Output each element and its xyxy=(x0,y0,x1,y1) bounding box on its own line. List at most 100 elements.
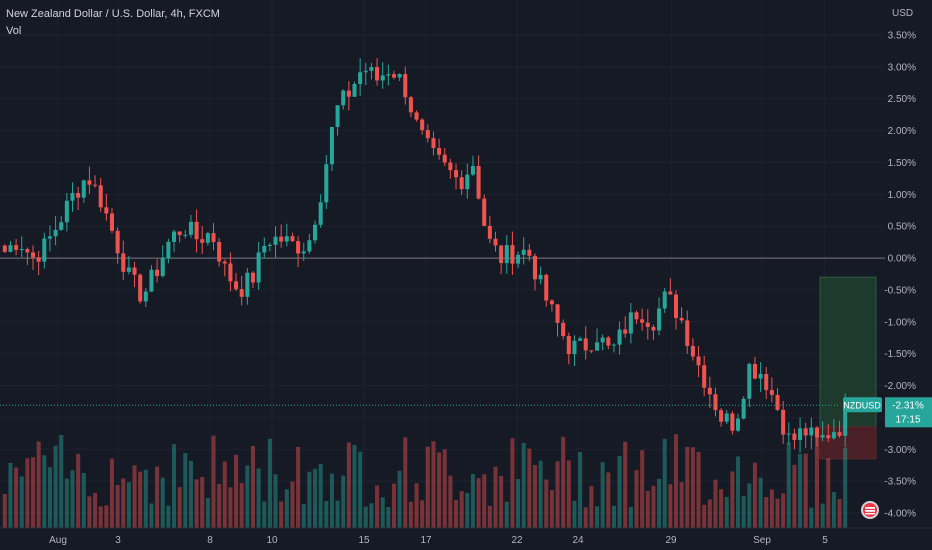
candle-body[interactable] xyxy=(386,74,391,76)
candle-body[interactable] xyxy=(454,170,459,178)
candle-body[interactable] xyxy=(143,291,148,302)
candle-body[interactable] xyxy=(544,274,549,301)
candle-body[interactable] xyxy=(814,427,819,438)
candle-body[interactable] xyxy=(296,241,301,254)
candle-body[interactable] xyxy=(431,138,436,149)
candle-body[interactable] xyxy=(194,221,199,240)
candle-body[interactable] xyxy=(566,336,571,355)
candle-body[interactable] xyxy=(290,236,295,242)
time-scale-bg[interactable] xyxy=(0,528,932,550)
candle-body[interactable] xyxy=(781,409,786,435)
candle-body[interactable] xyxy=(126,267,131,272)
candle-body[interactable] xyxy=(188,221,193,235)
candle-body[interactable] xyxy=(200,239,205,243)
candle-body[interactable] xyxy=(2,245,7,252)
candle-body[interactable] xyxy=(245,272,250,297)
candle-body[interactable] xyxy=(820,435,825,438)
candle-body[interactable] xyxy=(352,83,357,97)
candle-body[interactable] xyxy=(798,428,803,440)
candle-body[interactable] xyxy=(583,338,588,351)
candle-body[interactable] xyxy=(589,350,594,352)
candle-body[interactable] xyxy=(31,252,36,258)
candle-body[interactable] xyxy=(792,433,797,440)
candle-body[interactable] xyxy=(301,251,306,254)
candle-body[interactable] xyxy=(228,263,233,282)
candle-body[interactable] xyxy=(160,257,165,277)
candle-body[interactable] xyxy=(239,289,244,297)
candle-body[interactable] xyxy=(702,365,707,388)
candle-body[interactable] xyxy=(408,97,413,113)
candle-body[interactable] xyxy=(487,225,492,239)
candle-body[interactable] xyxy=(741,398,746,419)
candle-body[interactable] xyxy=(25,249,30,253)
candle-body[interactable] xyxy=(724,413,729,422)
candle-body[interactable] xyxy=(476,166,481,199)
long-position-loss-zone[interactable] xyxy=(819,426,877,460)
candle-body[interactable] xyxy=(380,75,385,81)
candle-body[interactable] xyxy=(668,291,673,295)
candle-body[interactable] xyxy=(623,329,628,334)
candle-body[interactable] xyxy=(606,337,611,346)
candle-body[interactable] xyxy=(284,236,289,242)
candle-body[interactable] xyxy=(527,249,532,256)
candle-body[interactable] xyxy=(628,312,633,334)
candle-body[interactable] xyxy=(442,154,447,163)
candle-body[interactable] xyxy=(640,319,645,323)
candle-body[interactable] xyxy=(555,304,560,323)
candle-body[interactable] xyxy=(250,272,255,283)
candle-body[interactable] xyxy=(138,274,143,302)
candle-body[interactable] xyxy=(335,105,340,127)
candle-body[interactable] xyxy=(104,207,109,214)
candle-body[interactable] xyxy=(262,246,267,253)
candle-body[interactable] xyxy=(172,231,177,242)
candle-body[interactable] xyxy=(318,202,323,225)
candle-body[interactable] xyxy=(679,317,684,321)
candle-body[interactable] xyxy=(713,394,718,411)
price-scale-bg[interactable] xyxy=(885,0,932,550)
candle-body[interactable] xyxy=(59,222,64,230)
candle-body[interactable] xyxy=(234,281,239,290)
candle-body[interactable] xyxy=(81,180,86,198)
candle-body[interactable] xyxy=(76,193,81,198)
candle-body[interactable] xyxy=(516,254,521,264)
candle-body[interactable] xyxy=(36,257,41,262)
volume-legend-label[interactable]: Vol xyxy=(6,25,22,37)
candle-body[interactable] xyxy=(448,162,453,171)
candle-body[interactable] xyxy=(70,193,75,201)
candle-body[interactable] xyxy=(279,236,284,242)
candle-body[interactable] xyxy=(707,387,712,395)
candle-body[interactable] xyxy=(42,238,47,262)
candle-body[interactable] xyxy=(403,74,408,98)
candle-body[interactable] xyxy=(786,433,791,435)
candle-body[interactable] xyxy=(420,119,425,131)
candle-body[interactable] xyxy=(183,234,188,236)
candle-body[interactable] xyxy=(425,130,430,139)
candle-body[interactable] xyxy=(493,238,498,246)
candle-body[interactable] xyxy=(19,249,24,251)
candle-body[interactable] xyxy=(358,72,363,84)
candle-body[interactable] xyxy=(329,126,334,165)
candle-body[interactable] xyxy=(87,180,92,185)
candle-body[interactable] xyxy=(736,418,741,431)
candle-body[interactable] xyxy=(47,236,52,239)
candle-body[interactable] xyxy=(826,435,831,439)
candle-body[interactable] xyxy=(600,337,605,343)
candle-body[interactable] xyxy=(651,326,656,331)
candle-body[interactable] xyxy=(504,245,509,264)
candle-body[interactable] xyxy=(313,224,318,241)
candle-body[interactable] xyxy=(752,363,757,379)
candle-body[interactable] xyxy=(696,356,701,366)
candle-body[interactable] xyxy=(470,166,475,175)
symbol-legend-title[interactable]: New Zealand Dollar / U.S. Dollar, 4h, FX… xyxy=(6,8,220,20)
candle-body[interactable] xyxy=(177,231,182,236)
candle-body[interactable] xyxy=(747,363,752,399)
candle-body[interactable] xyxy=(217,242,222,262)
candle-body[interactable] xyxy=(363,70,368,73)
candle-body[interactable] xyxy=(532,255,537,280)
candle-body[interactable] xyxy=(465,174,470,190)
candle-body[interactable] xyxy=(273,236,278,245)
candle-body[interactable] xyxy=(578,338,583,341)
candle-body[interactable] xyxy=(572,340,577,355)
candle-body[interactable] xyxy=(595,342,600,351)
candle-body[interactable] xyxy=(769,390,774,395)
